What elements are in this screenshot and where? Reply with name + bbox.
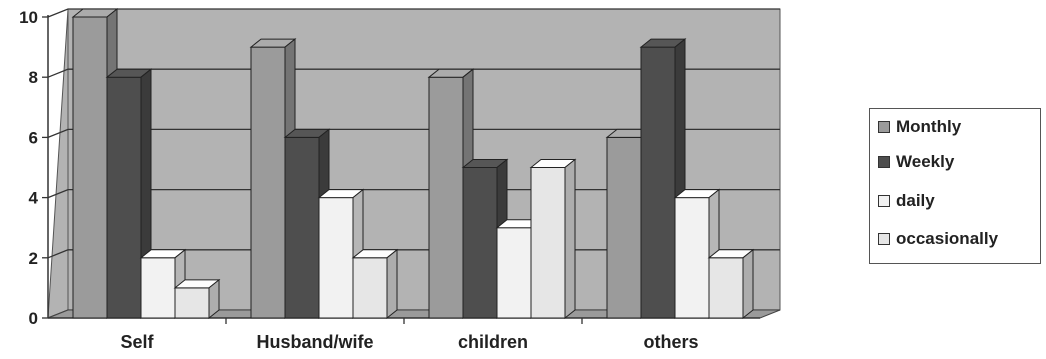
bar-front [530, 167, 566, 319]
y-tick-label: 10 [19, 8, 38, 27]
bar-front [352, 257, 388, 319]
gridline [47, 68, 780, 78]
gridline [47, 128, 780, 139]
bar-front [640, 46, 676, 319]
bars [71, 7, 755, 320]
bar-front [250, 46, 286, 319]
legend-label-occasionally: occasionally [896, 229, 999, 248]
y-tick-label: 4 [29, 189, 39, 208]
bar [351, 248, 399, 320]
x-category-label: others [643, 332, 698, 352]
legend-item-daily: daily [878, 191, 935, 211]
legend-swatch-weekly [878, 156, 890, 168]
legend-swatch-daily [878, 195, 890, 207]
bar-front [708, 257, 744, 319]
bar-front [674, 197, 710, 319]
legend-label-weekly: Weekly [896, 152, 955, 171]
bar-front [106, 76, 142, 319]
bar-front [72, 16, 108, 319]
bar-side [386, 248, 398, 320]
x-category-label: Husband/wife [256, 332, 373, 352]
bar-front [428, 76, 464, 319]
bar [529, 158, 577, 320]
y-tick-label: 2 [29, 249, 38, 268]
legend-swatch-monthly [878, 121, 890, 133]
legend-item-occasionally: occasionally [878, 229, 998, 249]
bar [173, 278, 221, 320]
y-tick-label: 0 [29, 309, 38, 328]
legend-label-daily: daily [896, 191, 935, 210]
bar-side [742, 248, 754, 320]
y-tick-labels: 0 2 4 6 8 10 [19, 8, 48, 328]
y-tick-label: 8 [29, 68, 38, 87]
bar [707, 248, 755, 320]
bar-side [208, 278, 220, 320]
bar-front [140, 257, 176, 319]
legend-item-weekly: Weekly [878, 152, 954, 172]
bar-front [496, 227, 532, 319]
bar-front [606, 136, 642, 319]
bar-front [318, 197, 354, 319]
bar-front [174, 287, 210, 319]
legend-item-monthly: Monthly [878, 117, 961, 137]
gridline [47, 8, 780, 18]
legend-label-monthly: Monthly [896, 117, 962, 136]
x-category-label: Self [120, 332, 154, 352]
bar-side [564, 158, 576, 320]
y-tick-label: 6 [29, 128, 38, 147]
bar [105, 68, 153, 320]
legend: Monthly Weekly daily occasionally [869, 108, 1041, 264]
x-category-labels: Self Husband/wife children others [120, 318, 699, 352]
bar-front [462, 167, 498, 319]
bar-front [284, 136, 320, 319]
x-category-label: children [458, 332, 528, 352]
legend-swatch-occasionally [878, 233, 890, 245]
